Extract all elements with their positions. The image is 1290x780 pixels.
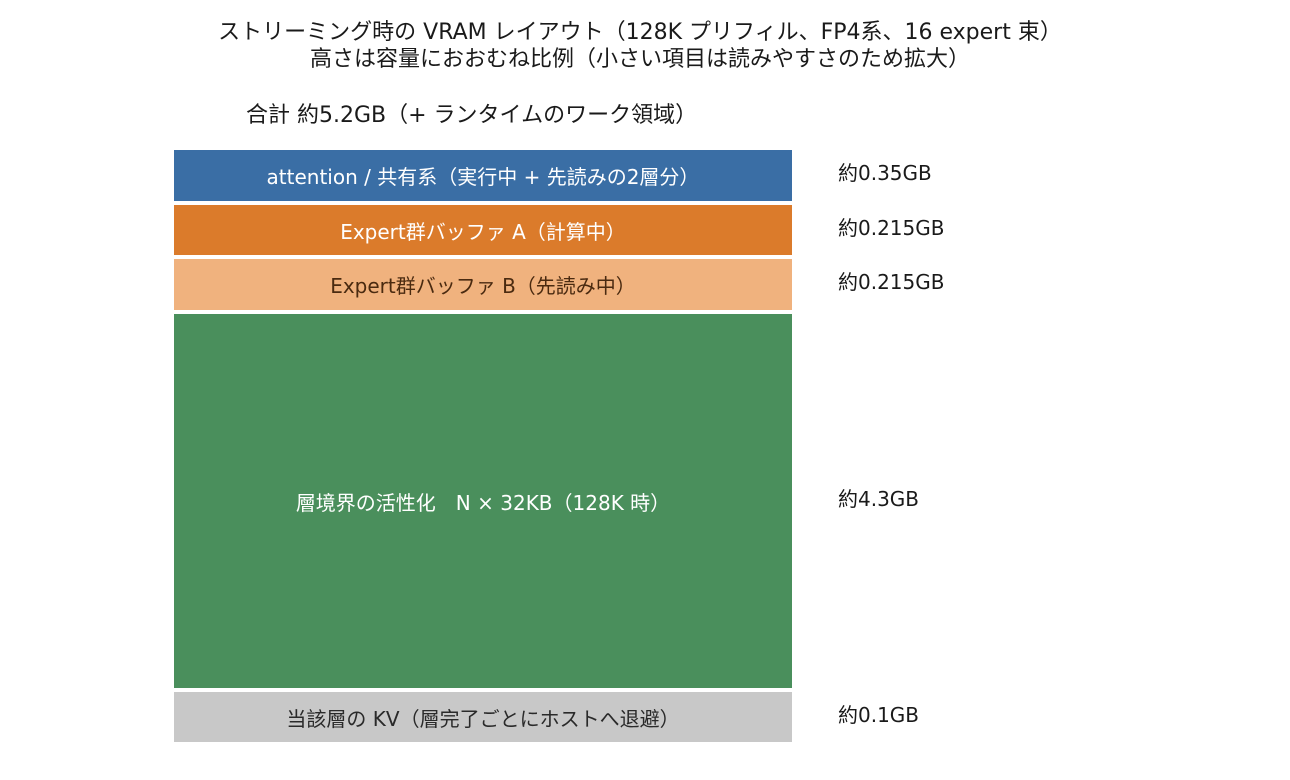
block-attention-shared: attention / 共有系（実行中 + 先読みの2層分） — [174, 150, 792, 201]
block-expert-buffer-a: Expert群バッファ A（計算中） — [174, 205, 792, 255]
size-label-layer-boundary-activations: 約4.3GB — [838, 487, 920, 511]
size-label-attention-shared: 約0.35GB — [838, 161, 932, 185]
size-label-expert-buffer-a: 約0.215GB — [838, 216, 945, 240]
block-label-expert-buffer-a: Expert群バッファ A（計算中） — [340, 219, 626, 244]
diagram-subtitle: 高さは容量におおむね比例（小さい項目は読みやすさのため拡大） — [309, 47, 970, 72]
total-label: 合計 約5.2GB（+ ランタイムのワーク領域） — [246, 103, 698, 128]
block-layer-boundary-activations: 層境界の活性化 N × 32KB（128K 時） — [174, 314, 792, 688]
size-label-current-layer-kv: 約0.1GB — [838, 703, 920, 727]
block-label-attention-shared: attention / 共有系（実行中 + 先読みの2層分） — [266, 165, 700, 189]
block-label-current-layer-kv: 当該層の KV（層完了ごとにホストへ退避） — [286, 706, 680, 731]
size-label-expert-buffer-b: 約0.215GB — [838, 270, 945, 294]
vram-stack: attention / 共有系（実行中 + 先読みの2層分） Expert群バッ… — [174, 150, 792, 742]
block-label-layer-boundary-activations: 層境界の活性化 N × 32KB（128K 時） — [295, 490, 671, 515]
block-label-expert-buffer-b: Expert群バッファ B（先読み中） — [330, 274, 636, 298]
block-current-layer-kv: 当該層の KV（層完了ごとにホストへ退避） — [174, 692, 792, 742]
block-expert-buffer-b: Expert群バッファ B（先読み中） — [174, 259, 792, 310]
diagram-title: ストリーミング時の VRAM レイアウト（128K プリフィル、FP4系、16 … — [218, 20, 1062, 45]
